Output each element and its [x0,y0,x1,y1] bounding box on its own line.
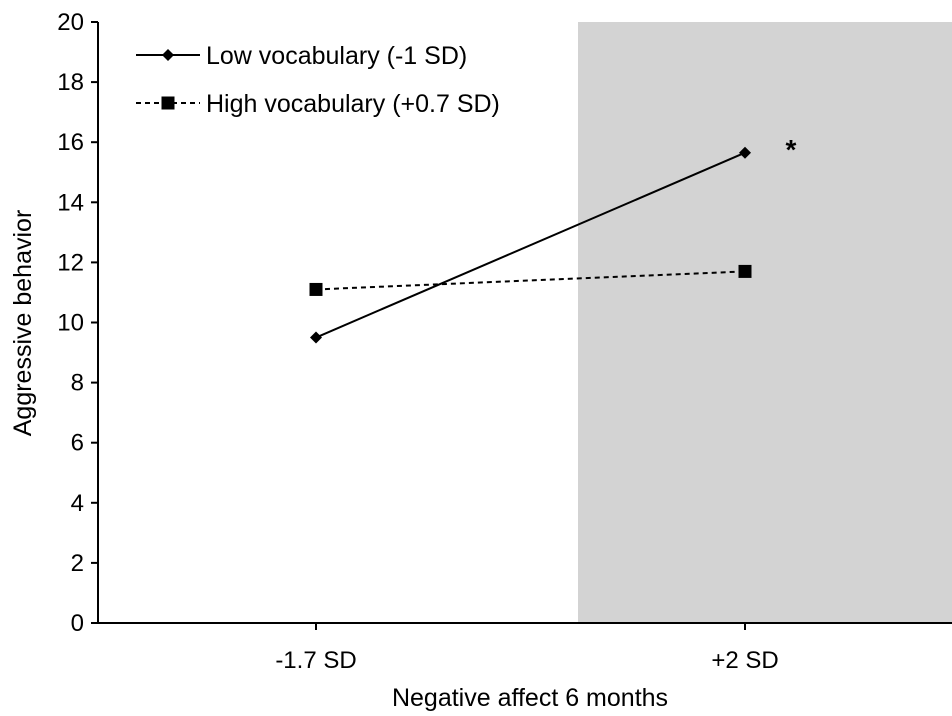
series-2 [309,264,752,296]
legend-label: High vocabulary (+0.7 SD) [206,90,500,118]
data-point [739,146,751,159]
x-tick-label: +2 SD [711,647,778,674]
annotations: * [786,134,797,165]
significance-marker: * [786,134,797,165]
y-tick-label: 6 [71,430,84,457]
x-tick-label: -1.7 SD [275,647,356,674]
y-tick-label: 10 [57,310,84,337]
series-line [315,151,746,339]
y-tick-label: 18 [57,69,84,96]
x-axis-title: Negative affect 6 months [392,684,668,712]
data-point [309,282,323,296]
shaded-region [578,22,952,623]
legend-label: Low vocabulary (-1 SD) [206,42,467,70]
series-1 [310,146,751,344]
legend-marker [161,96,175,110]
y-axis-ticks: 0 2 4 6 8 10 12 14 16 18 20 [57,9,98,637]
y-tick-label: 8 [71,370,84,397]
y-tick-label: 4 [71,490,84,517]
x-axis-ticks: -1.7 SD +2 SD [275,623,779,674]
data-point [738,264,752,278]
legend-marker [162,49,174,61]
legend: Low vocabulary (-1 SD) High vocabulary (+… [136,42,500,118]
y-tick-label: 20 [57,9,84,36]
y-axis-title: Aggressive behavior [9,210,37,437]
y-tick-label: 14 [57,189,84,216]
series-layer [309,146,752,344]
data-point [310,331,322,344]
y-tick-label: 2 [71,550,84,577]
y-tick-label: 12 [57,249,84,276]
y-tick-label: 16 [57,129,84,156]
y-tick-label: 0 [71,610,84,637]
